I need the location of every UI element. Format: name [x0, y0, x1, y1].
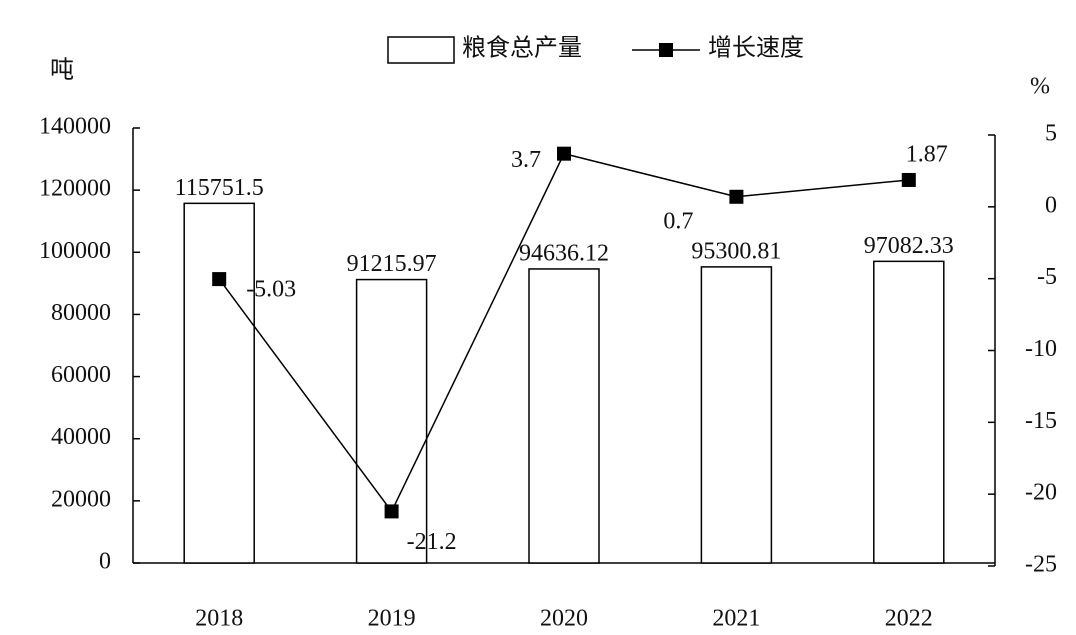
line-value-label: 0.7	[663, 208, 693, 234]
y2-axis-title: %	[1030, 74, 1050, 100]
line-value-label: 3.7	[511, 147, 541, 173]
bar-value-label: 91215.97	[347, 251, 437, 277]
line-marker	[901, 172, 916, 187]
bar-value-label: 115751.5	[175, 175, 264, 201]
legend-label: 增长速度	[708, 35, 804, 62]
y2-tick-label: -15	[1025, 408, 1057, 434]
line-marker	[557, 146, 571, 161]
x-tick-label: 2022	[885, 606, 933, 632]
y-tick-label: 40000	[51, 424, 111, 450]
line-marker	[212, 272, 227, 287]
y-tick-label: 140000	[39, 114, 111, 140]
y-tick-label: 100000	[39, 238, 111, 264]
legend-swatch	[659, 43, 673, 57]
legend-swatch	[387, 36, 455, 64]
bar	[183, 202, 255, 564]
y2-tick-label: -20	[1025, 480, 1057, 506]
bar	[700, 266, 773, 564]
bar	[528, 268, 600, 564]
bar-value-label: 95300.81	[691, 238, 781, 264]
y2-tick-label: 0	[1045, 192, 1057, 218]
x-tick-label: 2018	[195, 606, 243, 632]
line-marker	[729, 189, 744, 204]
y2-tick-label: -25	[1025, 552, 1057, 578]
bar	[355, 278, 428, 564]
y-tick-label: 0	[99, 549, 111, 575]
y2-tick-label: -10	[1025, 336, 1057, 362]
bar	[873, 260, 945, 564]
y-tick-label: 120000	[39, 176, 111, 202]
line-value-label: -21.2	[407, 529, 457, 555]
line-value-label: 1.87	[906, 141, 948, 167]
bar-value-label: 94636.12	[519, 240, 609, 266]
x-tick-label: 2020	[540, 606, 588, 632]
y-tick-label: 80000	[51, 300, 111, 326]
y2-tick-label: -5	[1037, 264, 1057, 290]
line-value-label: -5.03	[246, 277, 296, 303]
bar-value-label: 97082.33	[864, 233, 954, 259]
legend-label: 粮食总产量	[462, 35, 582, 62]
line-marker	[384, 504, 399, 519]
y-tick-label: 20000	[51, 486, 111, 512]
x-tick-label: 2021	[712, 606, 760, 632]
y-axis-title: 吨	[50, 57, 74, 84]
y-tick-label: 60000	[51, 362, 111, 388]
y2-tick-label: 5	[1045, 121, 1057, 147]
x-tick-label: 2019	[368, 606, 416, 632]
